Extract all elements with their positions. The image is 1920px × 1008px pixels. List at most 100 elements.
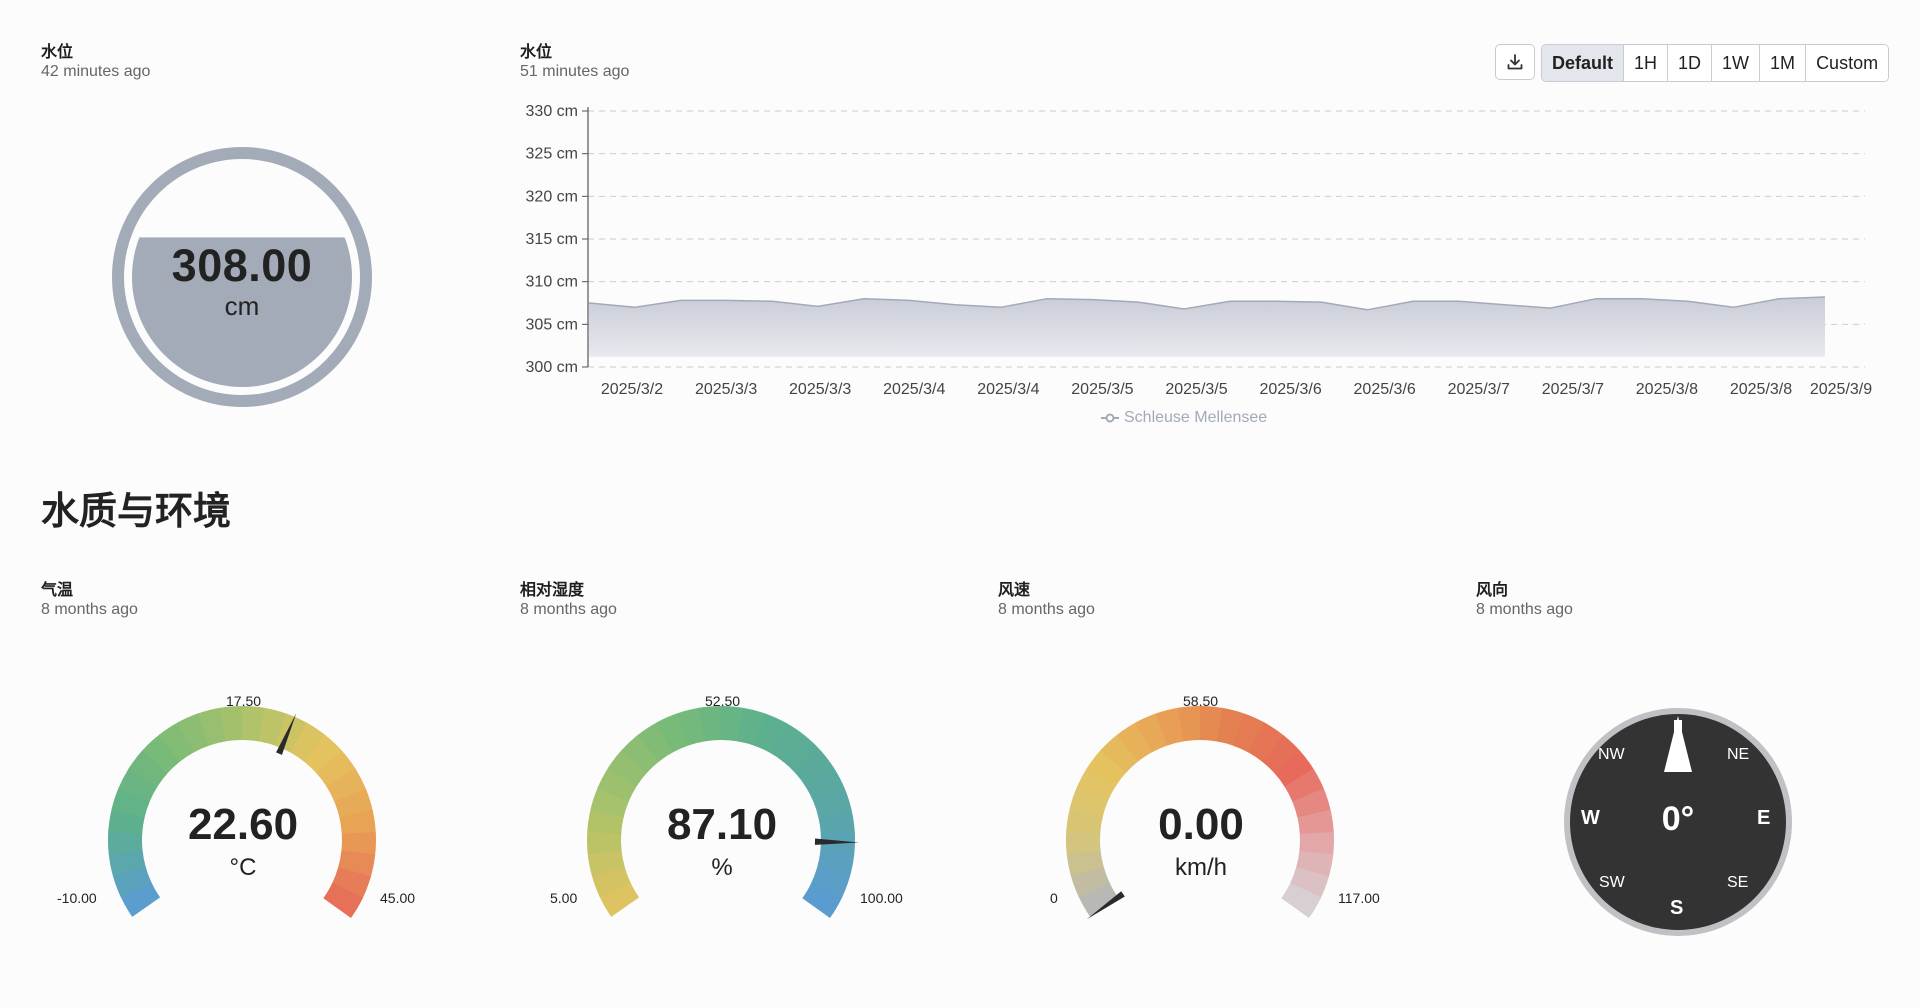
- chart-card-header: 水位 51 minutes ago: [520, 44, 629, 82]
- range-button-1d[interactable]: 1D: [1668, 45, 1713, 81]
- compass-label-se: SE: [1727, 874, 1749, 891]
- x-tick-label: 2025/3/3: [695, 381, 757, 398]
- gauge-band-segment: [753, 713, 787, 753]
- temperature-unit: °C: [229, 854, 257, 881]
- x-tick-label: 2025/3/7: [1448, 381, 1510, 398]
- temperature-value: 22.60: [187, 800, 299, 849]
- gauge-band-segment: [258, 707, 288, 746]
- y-tick-label: 315 cm: [526, 231, 578, 248]
- download-icon: [1507, 54, 1523, 70]
- gauge-band-segment: [219, 706, 244, 742]
- gauge-band-segment: [158, 721, 195, 762]
- compass-label-e: E: [1757, 807, 1771, 829]
- range-button-default[interactable]: Default: [1542, 45, 1625, 81]
- gauge-band-segment: [1248, 722, 1285, 763]
- gauge-band-segment: [1066, 849, 1104, 877]
- gauge-band-segment: [304, 735, 343, 774]
- temperature-mid-label: 17.50: [226, 693, 262, 709]
- chart-legend[interactable]: Schleuse Mellensee: [1100, 409, 1267, 427]
- y-tick-label: 330 cm: [526, 103, 578, 120]
- range-button-1w[interactable]: 1W: [1712, 45, 1761, 81]
- compass-label-nw: NW: [1598, 746, 1625, 763]
- series-line: [588, 296, 1826, 311]
- x-tick-label: 2025/3/4: [977, 381, 1039, 398]
- gauge-band-segment: [197, 707, 227, 746]
- gauge-band-segment: [326, 768, 367, 803]
- gauge-band-segment: [1177, 706, 1202, 742]
- gauge-band-segment: [813, 788, 852, 819]
- download-button[interactable]: [1495, 44, 1535, 80]
- temperature-max-label: 45.00: [380, 890, 416, 906]
- compass-label-sw: SW: [1599, 874, 1625, 891]
- humidity-max-label: 100.00: [860, 890, 903, 906]
- gauge-band-segment: [142, 734, 181, 774]
- gauge-band-segment: [112, 866, 152, 898]
- y-tick-label: 300 cm: [526, 359, 578, 376]
- range-button-1m[interactable]: 1M: [1760, 45, 1807, 81]
- gauge-band-segment: [128, 749, 169, 787]
- compass-title: 风向: [1476, 582, 1509, 599]
- gauge-band-segment: [341, 831, 376, 856]
- compass-face: [1570, 714, 1786, 930]
- x-tick-label: 2025/3/6: [1259, 381, 1321, 398]
- range-button-custom[interactable]: Custom: [1806, 45, 1889, 81]
- level-card-title: 水位: [41, 44, 74, 61]
- x-tick-label: 2025/3/8: [1730, 381, 1792, 398]
- gauge-band-segment: [1076, 767, 1117, 802]
- wind-direction-compass: [1564, 708, 1792, 936]
- section-title: 水质与环境: [41, 489, 232, 533]
- gauge-band-segment: [111, 787, 151, 818]
- gauge-band-segment: [590, 787, 630, 818]
- gauge-band-segment: [331, 867, 371, 899]
- gauge-title: 风速: [998, 582, 1031, 599]
- gauge-band-segment: [805, 768, 846, 803]
- wind-direction-value: 0°: [1661, 800, 1695, 838]
- gauge-band-segment: [1295, 850, 1334, 878]
- x-tick-label: 2025/3/8: [1636, 381, 1698, 398]
- gauge-band-segment: [290, 722, 327, 763]
- gauge-band-segment: [737, 707, 767, 746]
- level-card-header: 水位 42 minutes ago: [41, 44, 150, 82]
- x-tick-label: 2025/3/2: [601, 381, 663, 398]
- gauge-band-segment: [1066, 830, 1101, 855]
- gauge-title: 相对湿度: [520, 582, 585, 599]
- compass-label-ne: NE: [1727, 746, 1750, 763]
- chart-toolbar: Default 1H 1D 1W 1M Custom: [1495, 44, 1890, 82]
- compass-header: 风向 8 months ago: [1476, 582, 1573, 620]
- legend-marker-icon: [1101, 413, 1119, 423]
- gauge-band-segment: [1232, 713, 1266, 753]
- gauge-band-segment: [1262, 735, 1301, 774]
- gauge-band-segment: [769, 722, 806, 763]
- x-tick-label: 2025/3/4: [883, 381, 945, 398]
- wind-speed-value: 0.00: [1158, 800, 1244, 849]
- gauge-band-segment: [795, 750, 835, 788]
- north-pointer-icon: [1664, 716, 1692, 772]
- gauge-updated: 8 months ago: [41, 601, 138, 618]
- humidity-gauge: [587, 706, 859, 919]
- gauge-band-segment: [1070, 866, 1110, 898]
- gauge-band-segment: [783, 735, 822, 774]
- y-tick-label: 325 cm: [526, 146, 578, 163]
- wind-speed-max-label: 117.00: [1338, 890, 1380, 906]
- gauge-band-segment: [1274, 750, 1314, 788]
- legend-series-name: Schleuse Mellensee: [1124, 409, 1268, 426]
- chart-card-updated: 51 minutes ago: [520, 63, 630, 80]
- gauge-band-segment: [108, 830, 143, 855]
- compass-label-s: S: [1670, 897, 1684, 919]
- gauge-updated: 8 months ago: [998, 601, 1095, 618]
- gauge-band-segment: [1155, 707, 1185, 746]
- x-tick-label: 2025/3/5: [1165, 381, 1227, 398]
- gauge-band-segment: [591, 866, 631, 898]
- compass-updated: 8 months ago: [1476, 601, 1573, 618]
- humidity-unit: %: [711, 854, 733, 881]
- x-tick-label: 2025/3/5: [1071, 381, 1133, 398]
- gauge-band-segment: [337, 850, 376, 878]
- gauge-needle: [1086, 891, 1125, 920]
- range-button-1h[interactable]: 1H: [1624, 45, 1669, 81]
- gauge-band-segment: [1078, 881, 1119, 917]
- wind-speed-min-label: 0: [1050, 890, 1058, 906]
- water-level-tank: 308.00 cm: [110, 145, 374, 409]
- humidity-mid-label: 52.50: [705, 693, 741, 709]
- gauge-band-segment: [637, 721, 674, 762]
- gauge-band-segment: [120, 881, 161, 917]
